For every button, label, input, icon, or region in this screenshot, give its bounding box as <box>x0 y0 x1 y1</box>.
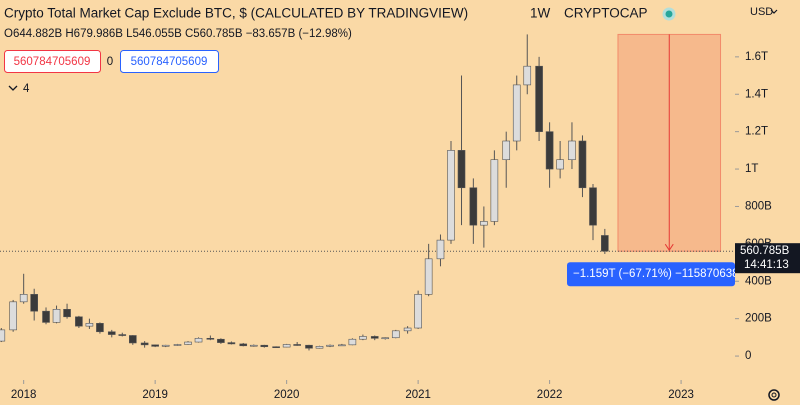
measure-arrowhead <box>664 243 674 252</box>
sell-button[interactable] <box>4 50 101 73</box>
candle-body <box>535 65 543 132</box>
ohlc-label: O644.882B H679.986B L546.055B C560.785B … <box>4 28 352 40</box>
candle-body <box>96 323 104 333</box>
plot <box>0 33 735 351</box>
settings-icon[interactable] <box>768 389 780 401</box>
indicator-count[interactable]: 4 <box>23 83 30 95</box>
candle-body <box>391 330 400 339</box>
candle-body <box>19 294 28 303</box>
y-tick-label: 1.2T <box>745 126 768 138</box>
candle-body <box>239 343 248 347</box>
chart-title: Crypto Total Market Cap Exclude BTC, $ (… <box>4 6 468 21</box>
candle-body <box>424 258 433 295</box>
candle-body <box>63 309 71 318</box>
candle-body <box>9 301 17 331</box>
candle-body <box>403 327 412 332</box>
candle-body <box>249 344 258 347</box>
candle-body <box>338 344 346 347</box>
candle-body <box>359 336 367 340</box>
candle-body <box>75 316 83 327</box>
candle-body <box>161 344 170 347</box>
x-tick-label: 2020 <box>274 389 300 401</box>
candle-body <box>370 336 379 339</box>
candle-body <box>173 344 182 346</box>
spread: 0 <box>107 56 113 68</box>
x-tick-label: 2023 <box>668 389 694 401</box>
candle-body <box>447 150 455 241</box>
x-tick-label: 2021 <box>405 389 431 401</box>
y-tick-label: 800B <box>745 200 772 212</box>
measure-label-box <box>567 262 735 287</box>
candle-body <box>140 342 149 346</box>
status-dot <box>662 7 676 21</box>
currency[interactable]: USD <box>750 6 773 18</box>
candle-body <box>128 335 137 344</box>
source: CRYPTOCAP <box>564 6 648 21</box>
candle-body <box>0 329 6 342</box>
candle-body <box>523 65 532 86</box>
price-time: 14:41:13 <box>744 259 789 271</box>
candle-body <box>184 341 192 345</box>
candle-body <box>282 344 291 348</box>
candle-body <box>556 159 564 170</box>
overlay: Crypto Total Market Cap Exclude BTC, $ (… <box>4 6 780 401</box>
candle-body <box>414 294 422 329</box>
candle-body <box>305 344 313 349</box>
y-tick-label: 200B <box>745 313 772 325</box>
candle-body <box>601 235 609 252</box>
collapse-icon[interactable] <box>8 85 18 91</box>
candle-body <box>272 346 280 349</box>
currency-chevron[interactable] <box>770 9 778 14</box>
sell-price[interactable]: 560784705609 <box>14 56 91 68</box>
candle-body <box>457 150 466 189</box>
candle-body <box>502 140 511 161</box>
candle-body <box>568 140 576 161</box>
candle-body <box>52 309 61 323</box>
candle-body <box>348 338 357 346</box>
x-tick-label: 2022 <box>537 389 563 401</box>
candle-body <box>490 159 499 222</box>
buy-price[interactable]: 560784705609 <box>131 56 208 68</box>
buy-button[interactable] <box>120 50 219 73</box>
x-tick-label: 2018 <box>11 389 37 401</box>
candle-body <box>469 187 478 226</box>
candle-body <box>217 338 225 343</box>
candle-body <box>436 239 445 260</box>
candle-body <box>512 84 521 142</box>
candle-body <box>589 187 597 226</box>
candle-body <box>578 140 587 189</box>
x-tick-label: 2019 <box>142 389 168 401</box>
candle-body <box>315 346 324 349</box>
y-tick-label: 0 <box>745 350 751 362</box>
price-label-box <box>735 243 800 274</box>
candle-body <box>85 323 94 327</box>
interval[interactable]: 1W <box>530 6 551 21</box>
candle-body <box>107 331 116 335</box>
candle-body <box>206 337 215 340</box>
candle-body <box>480 221 488 226</box>
candle-body <box>260 344 269 348</box>
candle-body <box>326 344 334 347</box>
candle-body <box>293 344 301 346</box>
candle-body <box>42 310 50 323</box>
price-label: 560.785B <box>740 245 790 257</box>
candle-body <box>381 337 390 340</box>
candle-body <box>194 337 203 343</box>
candle-body <box>227 342 236 345</box>
y-tick-label: 400B <box>745 275 772 287</box>
candle-body <box>30 294 38 312</box>
y-tick-label: 1.6T <box>745 51 768 63</box>
candle-body <box>118 334 127 336</box>
candle-body <box>151 344 159 347</box>
candle-body <box>545 131 554 170</box>
measure-label: −1.159T (−67.71%) −115870638 <box>573 268 739 280</box>
y-tick-label: 1.4T <box>745 88 768 100</box>
y-tick-label: 1T <box>745 163 758 175</box>
